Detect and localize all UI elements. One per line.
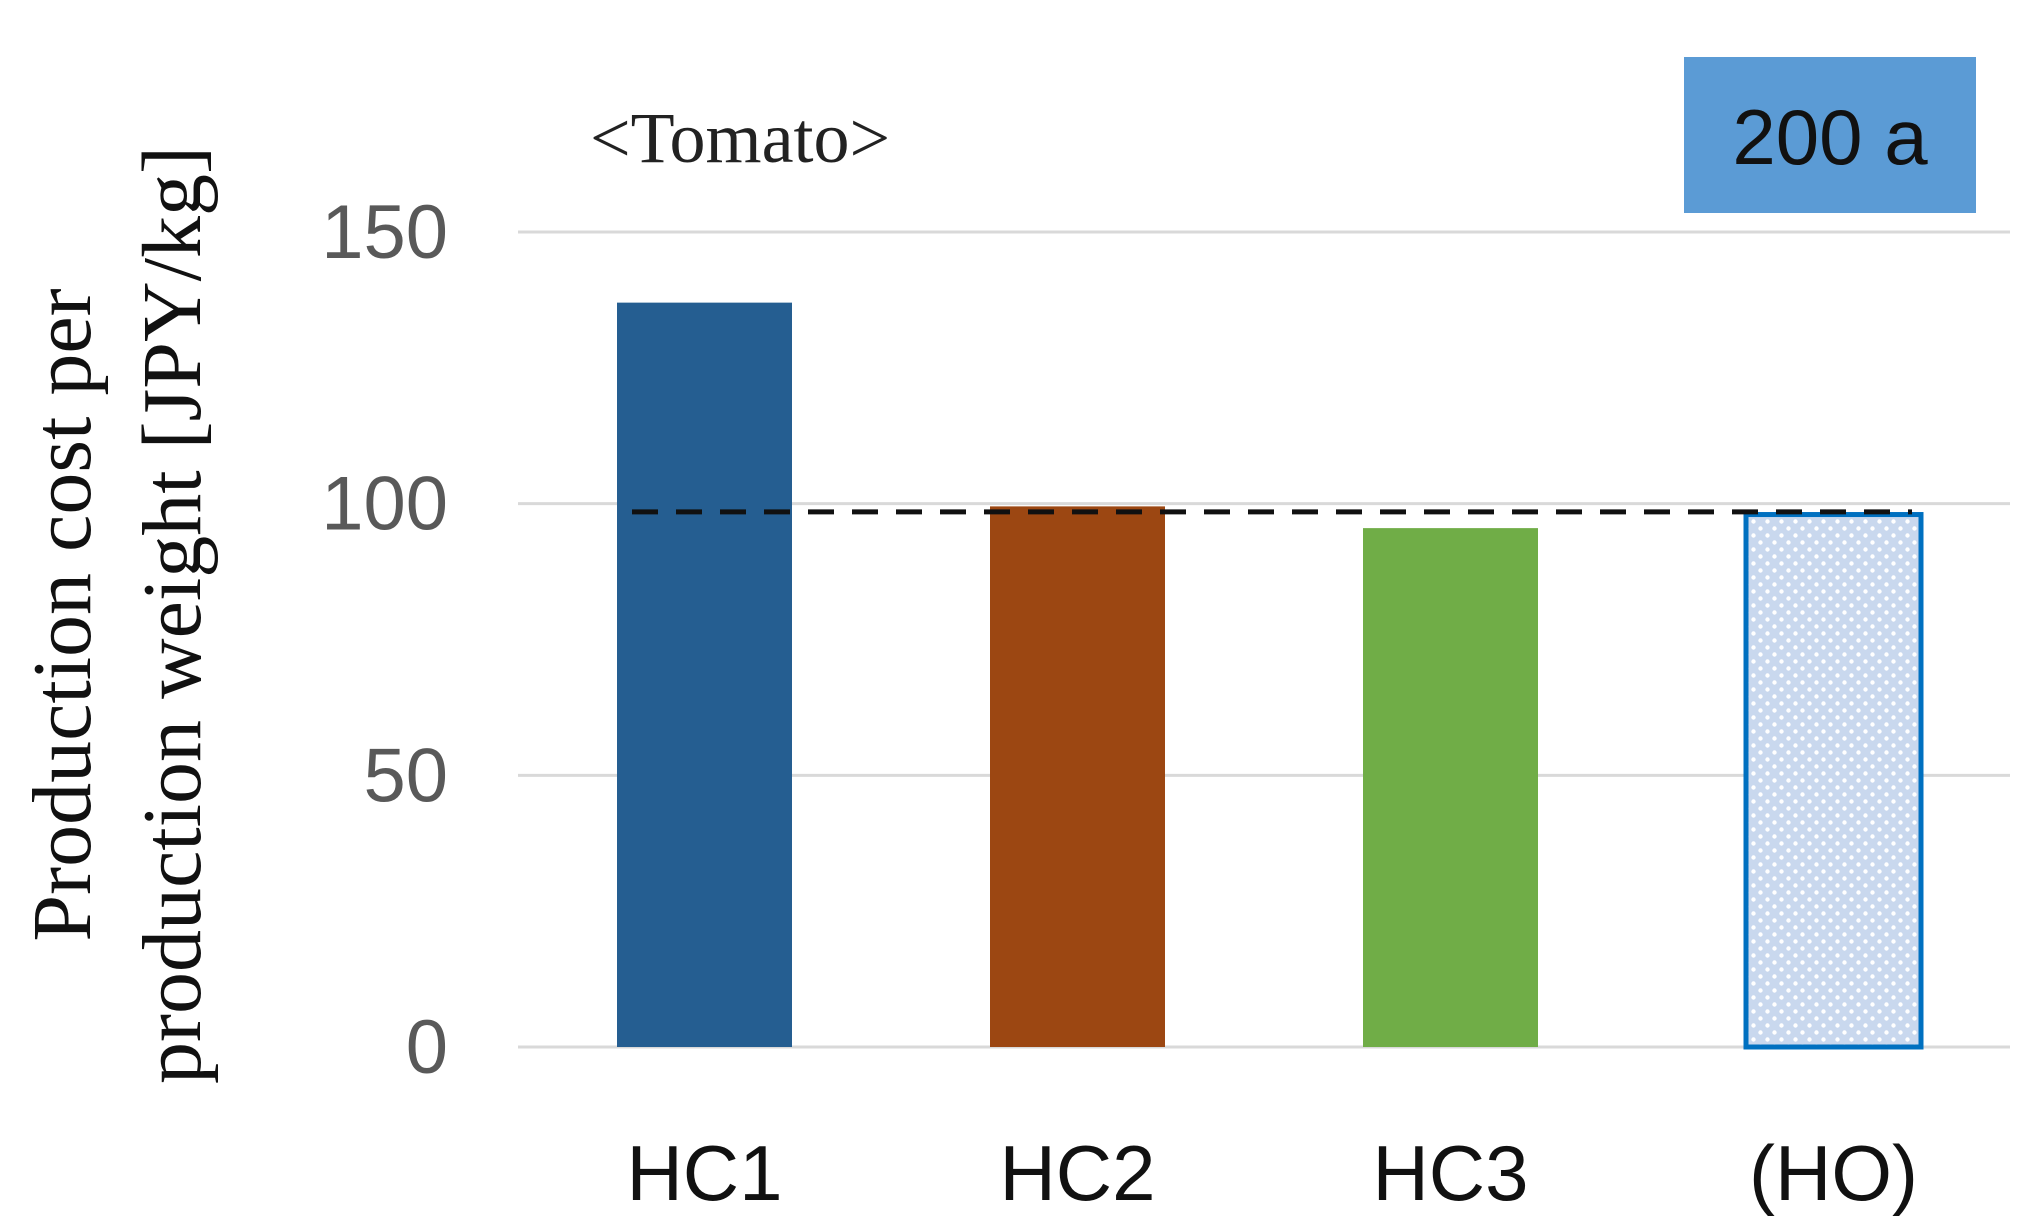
x-tick-labels: HC1 HC2 HC3 (HO) bbox=[626, 1129, 1918, 1217]
bar-ho bbox=[1743, 512, 1924, 1050]
chart-title: <Tomato> bbox=[590, 98, 890, 178]
y-tick-label: 150 bbox=[321, 190, 448, 275]
y-axis-label-line-2: production weight [JPY/kg] bbox=[126, 146, 219, 1084]
y-axis-label-line-1: Production cost per bbox=[16, 288, 109, 941]
bar-hc3 bbox=[1363, 528, 1538, 1047]
x-tick-label: HC1 bbox=[626, 1129, 782, 1217]
bars bbox=[617, 302, 1924, 1050]
y-axis-label: Production cost per production weight [J… bbox=[16, 146, 219, 1084]
x-tick-label: HC2 bbox=[999, 1129, 1155, 1217]
x-tick-label: HC3 bbox=[1372, 1129, 1528, 1217]
y-tick-label: 100 bbox=[321, 462, 448, 547]
y-tick-label: 0 bbox=[406, 1005, 448, 1090]
bar-hc2 bbox=[990, 506, 1165, 1048]
y-tick-label: 50 bbox=[363, 733, 448, 818]
bar-hc1 bbox=[617, 302, 792, 1048]
capacity-badge-box bbox=[1684, 57, 1976, 213]
y-tick-labels: 0 50 100 150 bbox=[321, 190, 448, 1090]
capacity-badge-label: 200 a bbox=[1732, 93, 1928, 181]
capacity-badge: 200 a bbox=[1684, 57, 1976, 213]
x-tick-label: (HO) bbox=[1749, 1129, 1918, 1217]
